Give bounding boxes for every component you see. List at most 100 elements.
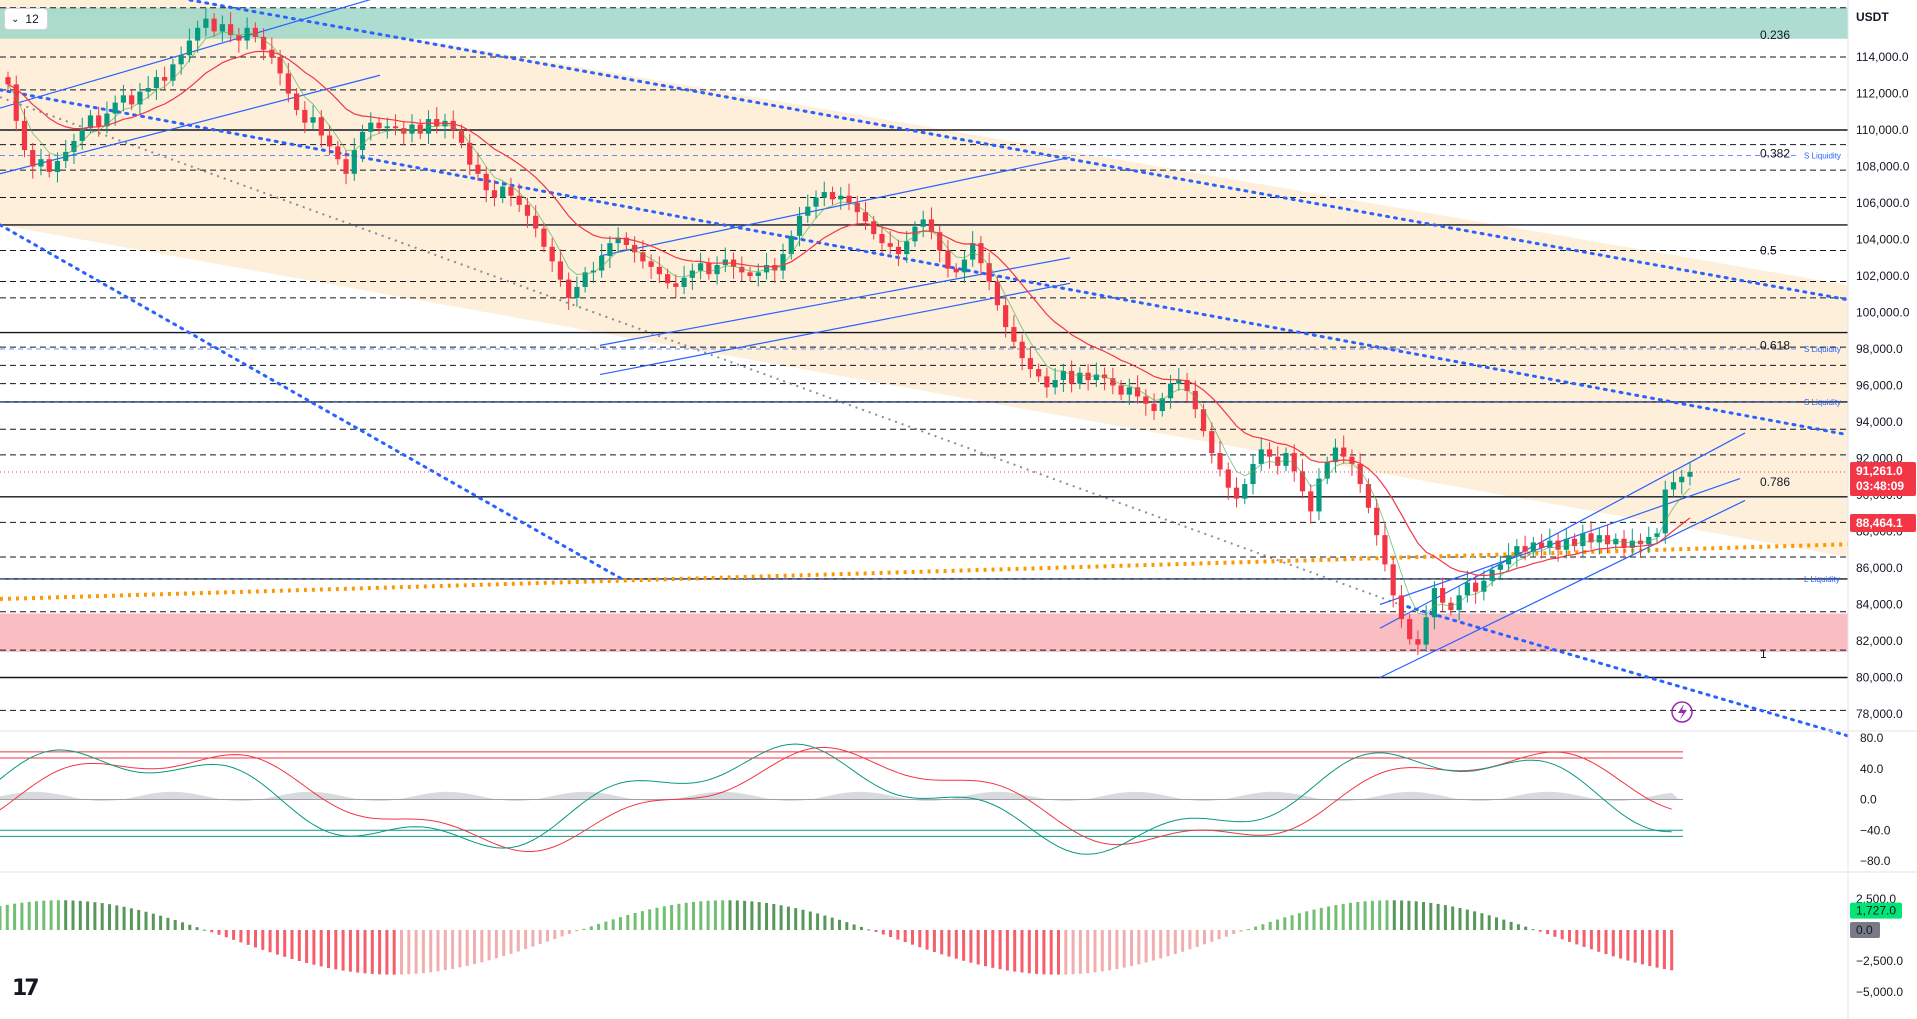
tradingview-logo-icon[interactable]: 17 [12, 976, 40, 1001]
macd-histogram-bar [64, 900, 68, 930]
secondary-price-value: 88,464.1 [1856, 516, 1903, 530]
candle-body [1192, 390, 1198, 410]
macd-histogram-bar [859, 926, 863, 930]
candle-body [351, 150, 357, 174]
macd-histogram-bar [108, 904, 111, 930]
macd-histogram-bar [137, 909, 141, 930]
macd-histogram-bar [1027, 930, 1031, 974]
candle-body [862, 212, 869, 222]
candle-body [1431, 588, 1438, 618]
macd-value-label: 1,727.0 [1856, 904, 1896, 918]
candle-body [1126, 387, 1132, 395]
candle-body [129, 95, 135, 105]
macd-histogram-bar [962, 930, 966, 961]
candle-body [467, 142, 473, 165]
candle-body [269, 49, 275, 57]
candle-body [961, 259, 968, 273]
macd-histogram-bar [239, 930, 243, 943]
macd-histogram-bar [1261, 924, 1265, 930]
macd-histogram-bar [662, 906, 666, 930]
candle-body [557, 261, 564, 280]
candle-body [747, 272, 753, 276]
interval-selector[interactable]: ⌄ 12 [4, 8, 48, 30]
dotted-trendline-bottom [1398, 603, 1850, 738]
dotted-trendline-gray [0, 96, 1401, 606]
price-axis-tick: 114,000.0 [1856, 50, 1909, 64]
macd-axis-tick: −2,500.0 [1856, 954, 1903, 968]
candle-body [846, 195, 852, 203]
macd-histogram-bar [1268, 921, 1272, 930]
macd-histogram-bar [765, 902, 768, 930]
candle-body [1464, 582, 1470, 596]
macd-histogram-bar [363, 930, 367, 974]
macd-histogram-bar [1100, 930, 1104, 972]
candle-body [796, 215, 803, 236]
price-axis[interactable]: USDT 114,000.0 112,000.0 110,000.0 108,000.… [1850, 10, 1916, 999]
macd-histogram-bar [283, 930, 287, 957]
macd-histogram-bar [1108, 930, 1112, 971]
candle-body [1011, 327, 1017, 342]
macd-histogram-bar [224, 930, 228, 938]
candle-body [697, 263, 704, 271]
macd-histogram-bar [735, 900, 739, 930]
macd-histogram-bar [1648, 930, 1652, 967]
macd-pane[interactable] [0, 900, 1674, 975]
candle-body [681, 277, 687, 287]
macd-histogram-bar [1239, 930, 1243, 932]
dotted-trendline-lower [0, 223, 627, 583]
candle-body [38, 159, 44, 167]
candle-body [1580, 533, 1586, 547]
candle-body [829, 192, 836, 200]
oscillator-axis-tick: 0.0 [1860, 793, 1877, 807]
macd-histogram-bar [494, 930, 498, 959]
candle-body [1604, 535, 1611, 545]
macd-histogram-bar [1626, 930, 1630, 961]
candle-body [1654, 533, 1660, 537]
oscillator-pane[interactable] [0, 743, 1683, 855]
candle-body [1341, 447, 1347, 457]
candle-body [285, 73, 291, 94]
macd-histogram-bar [633, 913, 637, 930]
macd-histogram-bar [1130, 930, 1133, 967]
candle-body [203, 18, 209, 28]
macd-histogram-bar [1611, 930, 1615, 957]
candle-body [970, 243, 976, 260]
candle-body [632, 244, 638, 253]
candle-body [1093, 374, 1099, 381]
macd-histogram-bar [619, 917, 622, 930]
macd-histogram-bar [575, 930, 579, 932]
macd-axis-tick: 2,500.0 [1856, 892, 1896, 906]
macd-histogram-bar [151, 913, 155, 930]
candle-body [1052, 380, 1058, 388]
candle-body [120, 95, 127, 103]
macd-histogram-bar [808, 911, 812, 930]
macd-histogram-bar [1363, 901, 1367, 930]
macd-histogram-bar [166, 917, 170, 930]
candle-body [1250, 463, 1256, 485]
orange-trendline [0, 542, 1849, 602]
candle-body [1242, 484, 1248, 499]
candle-body [1019, 341, 1025, 359]
macd-histogram-bar [779, 905, 783, 930]
lightning-icon-glyph [1678, 704, 1687, 720]
lightning-icon[interactable] [1671, 701, 1693, 723]
macd-histogram-bar [1407, 900, 1411, 930]
demand-zone [0, 613, 1848, 652]
macd-histogram-bar [969, 930, 973, 963]
macd-histogram-bar [1655, 930, 1659, 968]
candle-body [1522, 546, 1528, 552]
candle-body [755, 272, 761, 276]
macd-histogram-bar [1005, 930, 1009, 971]
candle-body [1563, 538, 1569, 550]
macd-histogram-bar [159, 915, 163, 930]
candle-body [96, 115, 102, 127]
macd-histogram-bar [1641, 930, 1644, 965]
macd-histogram-bar [1283, 917, 1287, 930]
macd-histogram-bar [1078, 930, 1082, 974]
candle-body [1027, 358, 1033, 370]
macd-histogram-bar [129, 908, 133, 930]
macd-histogram-bar [429, 930, 433, 973]
candle-body [640, 252, 646, 262]
